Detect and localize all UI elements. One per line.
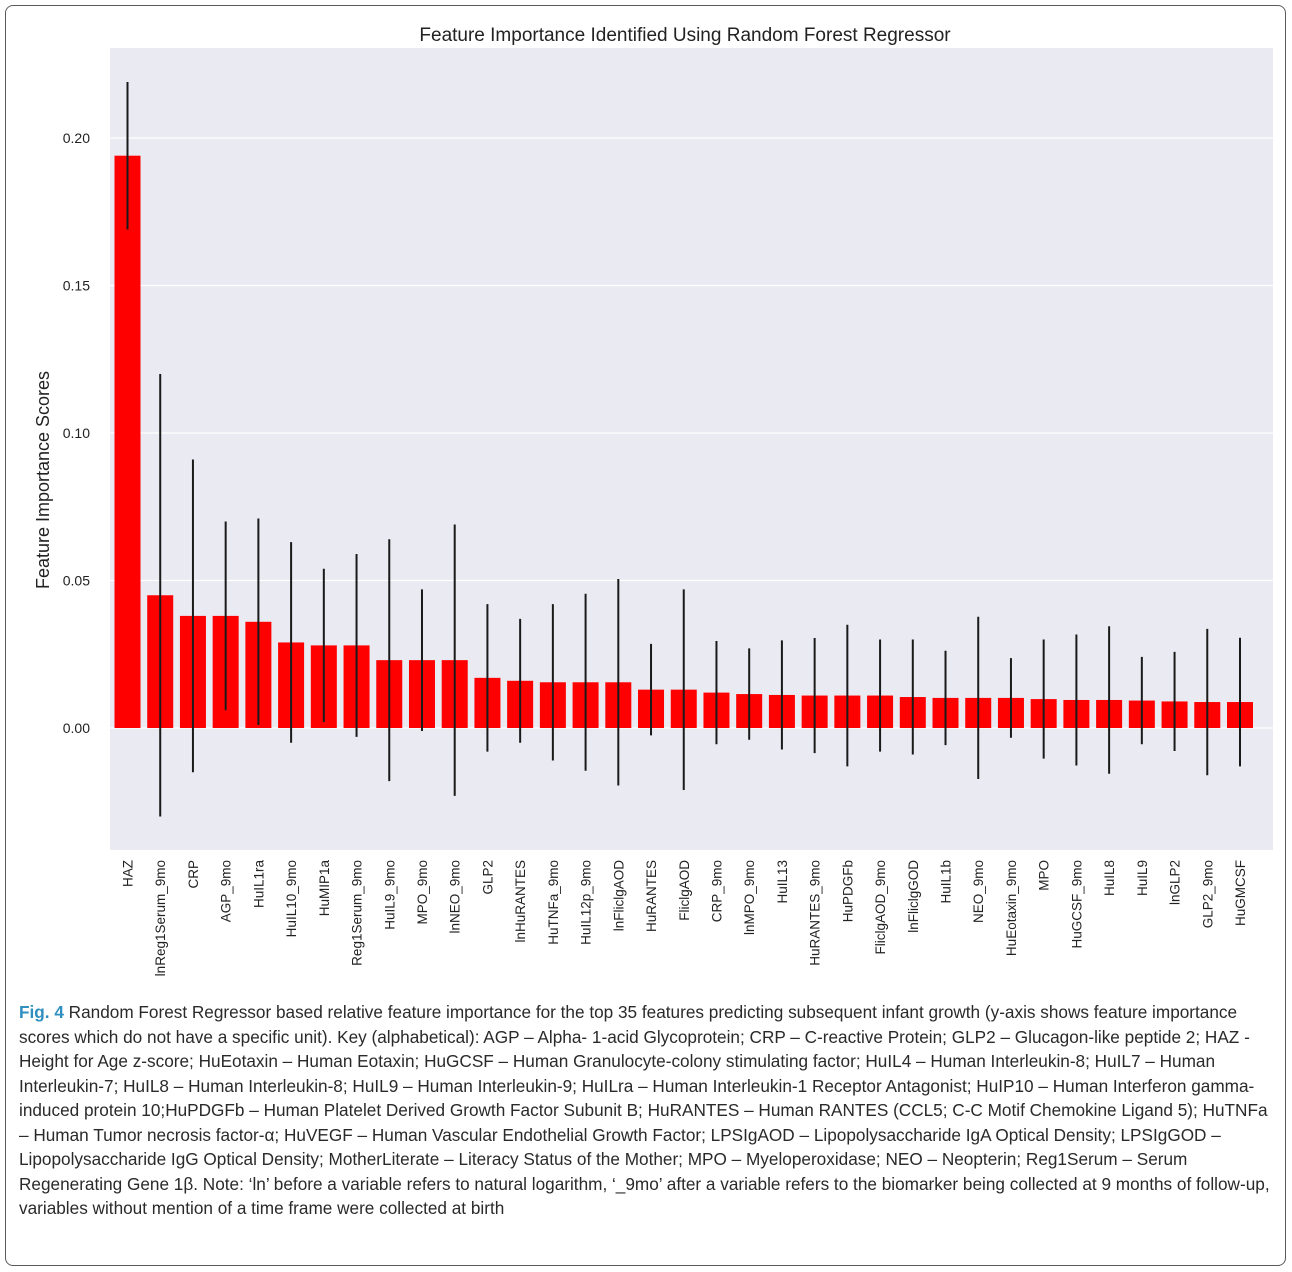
x-tick-label: HuIL1b (939, 860, 954, 904)
x-tick-label: lnMPO_9mo (742, 860, 757, 935)
caption-text: Random Forest Regressor based relative f… (19, 1002, 1270, 1218)
x-tick-label: lnNEO_9mo (448, 860, 463, 934)
y-tick-label: 0.05 (63, 573, 90, 589)
x-tick-label: HuIL9_9mo (382, 860, 397, 930)
x-tick-label: HuIL13 (775, 860, 790, 904)
x-tick-label: HuEotaxin_9mo (1004, 860, 1019, 956)
chart-title: Feature Importance Identified Using Rand… (419, 25, 951, 46)
x-tick-label: lnGLP2 (1168, 860, 1183, 905)
x-tick-label: HuMIP1a (317, 860, 332, 917)
figure-caption: Fig. 4 Random Forest Regressor based rel… (19, 1000, 1277, 1221)
x-tick-label: MPO (1037, 860, 1052, 891)
caption-label: Fig. 4 (19, 1002, 64, 1022)
y-tick-label: 0.10 (63, 425, 90, 441)
x-tick-label: lnReg1Serum_9mo (153, 860, 168, 976)
x-tick-label: FliclgAOD_9mo (873, 860, 888, 955)
x-tick-label: HuIL9 (1135, 860, 1150, 896)
x-tick-label: HuIL8 (1102, 860, 1117, 896)
x-tick-label: HuTNFa_9mo (546, 860, 561, 945)
bar (114, 155, 141, 728)
y-tick-label: 0.00 (63, 720, 90, 736)
x-tick-label: HAZ (121, 860, 136, 887)
x-tick-label: HuGMCSF (1233, 860, 1248, 926)
y-tick-label: 0.20 (63, 130, 90, 146)
y-tick-labels: 0.00 0.05 0.10 0.15 0.20 (63, 130, 90, 736)
y-axis-label: Feature Importance Scores (33, 371, 53, 589)
x-tick-label: CRP (186, 860, 201, 889)
plot-area (110, 48, 1273, 850)
x-tick-label: HuRANTES (644, 860, 659, 932)
x-tick-label: HuIL1ra (251, 860, 266, 909)
x-tick-label: lnFliclgGOD (906, 860, 921, 933)
x-tick-label: MPO_9mo (415, 860, 430, 925)
error-bars (126, 81, 1241, 817)
x-tick-label: Reg1Serum_9mo (350, 860, 365, 966)
y-tick-label: 0.15 (63, 278, 90, 294)
chart: 0.00 0.05 0.10 0.15 0.20 HAZ lnReg1Serum_9mo C… (33, 25, 1273, 977)
x-tick-label: GLP2 (480, 860, 495, 895)
x-tick-label: HuPDGFb (840, 860, 855, 922)
x-tick-label: HuIL10_9mo (284, 860, 299, 937)
x-tick-label: FliclgAOD (677, 860, 692, 921)
x-tick-label: HuRANTES_9mo (808, 860, 823, 966)
x-tick-label: GLP2_9mo (1200, 860, 1215, 928)
x-tick-label: NEO_9mo (971, 860, 986, 923)
x-tick-label: lnFliclgAOD (611, 860, 626, 932)
x-tick-label: HuGCSF_9mo (1069, 860, 1084, 949)
x-tick-label: AGP_9mo (219, 860, 234, 922)
x-tick-label: HuIL12p_9mo (579, 860, 594, 945)
x-tick-label: CRP_9mo (709, 860, 724, 922)
x-tick-labels: HAZ lnReg1Serum_9mo CRP AGP_9mo HuIL1ra HuIL1… (121, 860, 1249, 977)
x-tick-label: lnHuRANTES (513, 860, 528, 943)
